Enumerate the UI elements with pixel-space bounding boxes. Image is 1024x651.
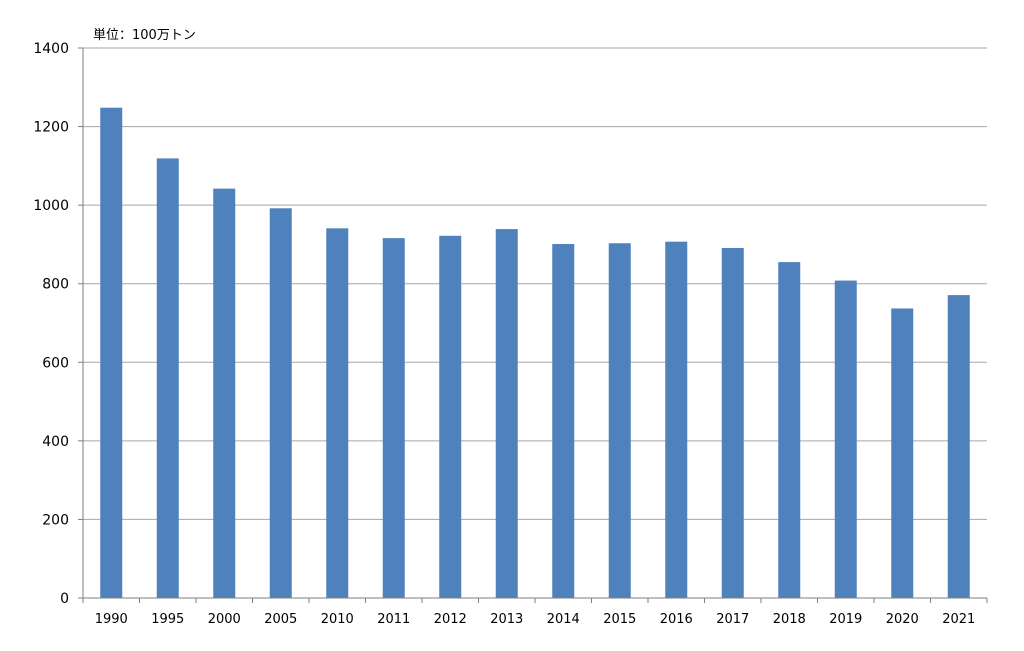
x-tick-label: 1990	[95, 612, 128, 627]
x-tick-label: 2021	[942, 612, 975, 627]
x-tick-label: 2005	[264, 612, 297, 627]
bar-2019	[834, 280, 857, 598]
bar-2013	[495, 229, 518, 598]
x-tick-label: 2019	[829, 612, 862, 627]
y-tick-label: 1400	[33, 41, 69, 57]
bar-2017	[721, 247, 744, 598]
y-tick-label: 400	[42, 434, 69, 450]
x-tick-label: 2012	[434, 612, 467, 627]
axes	[78, 47, 988, 603]
x-tick-label: 2018	[773, 612, 806, 627]
y-tick-label: 800	[42, 277, 69, 293]
y-tick-labels: 0 200 400 600 800 1000 1200 1400	[33, 41, 69, 607]
y-tick-label: 1200	[33, 120, 69, 136]
x-tick-label: 2013	[490, 612, 523, 627]
x-tick-label: 1995	[151, 612, 184, 627]
x-tick-label: 2015	[603, 612, 636, 627]
x-tick-label: 2011	[377, 612, 410, 627]
bar-1995	[156, 158, 179, 598]
bar-2021	[947, 295, 970, 598]
x-tick-label: 2014	[547, 612, 580, 627]
x-tick-label: 2010	[321, 612, 354, 627]
bar-2018	[778, 262, 801, 598]
bar-2020	[891, 308, 914, 598]
bar-2012	[439, 235, 462, 599]
y-tick-label: 1000	[33, 198, 69, 214]
x-tick-labels: 1990 1995 2000 2005 2010 2011 2012 2013 2014 2015…	[95, 612, 976, 627]
x-tick-label: 2016	[660, 612, 693, 627]
bar-2016	[665, 241, 688, 598]
bars	[100, 107, 970, 599]
bar-1990	[100, 107, 123, 598]
bar-2015	[608, 243, 631, 598]
x-tick-label: 2000	[208, 612, 241, 627]
bar-2010	[326, 228, 349, 599]
unit-label: 単位：100万トン	[93, 27, 196, 43]
bar-2014	[552, 244, 575, 599]
x-tick-label: 2020	[886, 612, 919, 627]
bar-2011	[382, 238, 405, 598]
bar-2000	[213, 188, 236, 598]
y-tick-label: 200	[42, 512, 69, 528]
y-tick-label: 0	[60, 591, 69, 607]
x-tick-label: 2017	[716, 612, 749, 627]
y-tick-label: 600	[42, 355, 69, 371]
bar-2005	[269, 208, 292, 599]
